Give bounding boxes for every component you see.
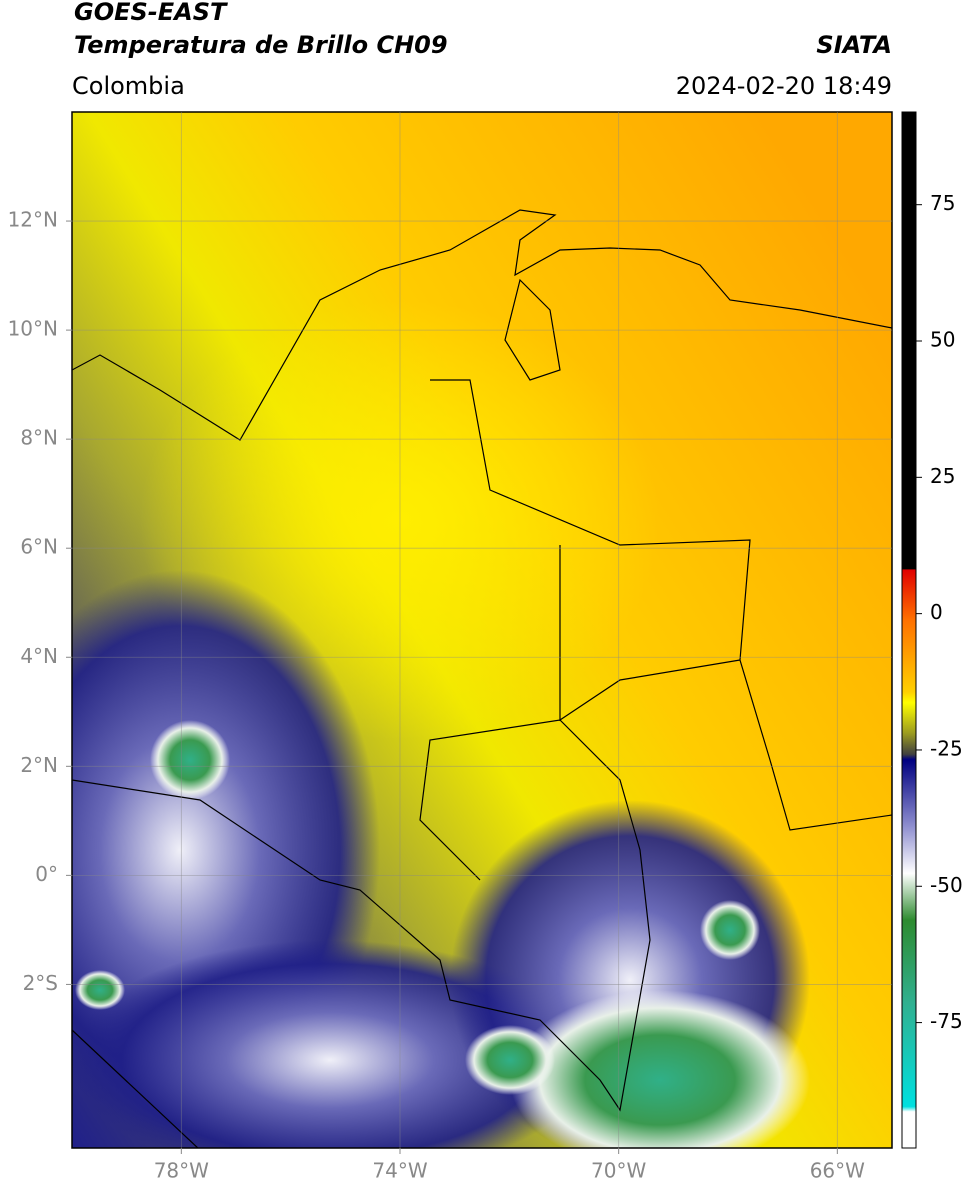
colorbar-tick-label: 50	[930, 328, 955, 352]
subtitle: Temperatura de Brillo CH09	[74, 31, 448, 59]
x-tick-label: 74°W	[372, 1159, 427, 1183]
colorbar-tick-label: 75	[930, 191, 955, 215]
y-tick-label: 12°N	[8, 208, 58, 232]
y-tick-label: 4°N	[20, 644, 58, 668]
colorbar-tick-label: 0	[930, 600, 943, 624]
satellite-image	[72, 112, 892, 1148]
x-tick-label: 78°W	[154, 1159, 209, 1183]
map-frame	[71, 111, 893, 1149]
colorbar-tick-label: -25	[930, 736, 963, 760]
borders	[72, 209, 892, 1148]
y-tick-label: 2°N	[20, 753, 58, 777]
timestamp: 2024-02-20 18:49	[676, 72, 892, 100]
x-tick-label: 70°W	[591, 1159, 646, 1183]
colorbar	[901, 111, 917, 1149]
colorbar-tick-label: -50	[930, 873, 963, 897]
y-tick-label: 2°S	[23, 971, 58, 995]
title: GOES-EAST	[74, 0, 228, 26]
x-tick-label: 66°W	[810, 1159, 865, 1183]
region: Colombia	[72, 72, 185, 100]
y-tick-label: 0°	[35, 862, 58, 886]
y-tick-label: 6°N	[20, 535, 58, 559]
source: SIATA	[816, 31, 892, 59]
colorbar-tick-label: -75	[930, 1009, 963, 1033]
y-tick-label: 8°N	[20, 426, 58, 450]
colorbar-tick-label: 25	[930, 464, 955, 488]
y-tick-label: 10°N	[8, 317, 58, 341]
